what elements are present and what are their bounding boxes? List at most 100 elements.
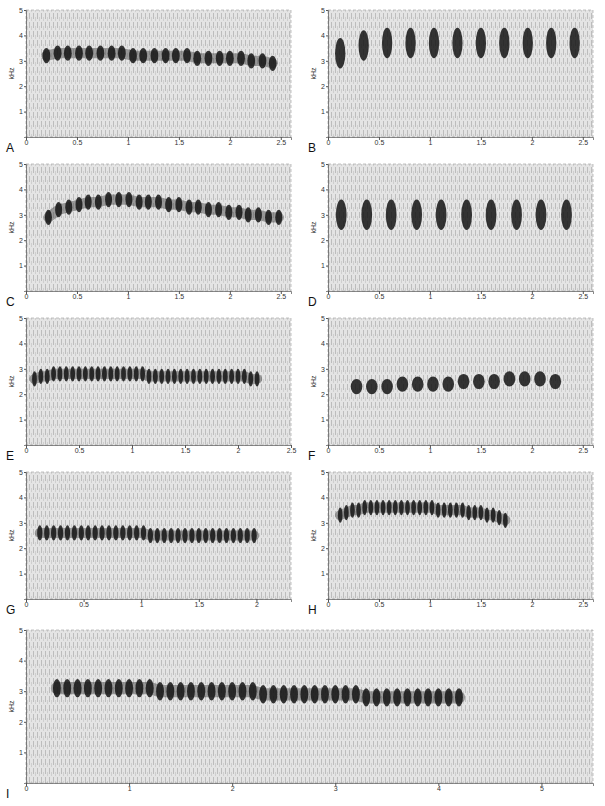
x-tick-label: 2.5 bbox=[276, 139, 286, 146]
y-tick-mark bbox=[24, 318, 26, 319]
pulse bbox=[77, 366, 82, 381]
pulse bbox=[102, 366, 107, 381]
pulse bbox=[125, 192, 132, 207]
y-tick-label: 4 bbox=[321, 494, 325, 501]
x-axis: 00.511.522.5 bbox=[327, 137, 594, 146]
pulse bbox=[229, 369, 234, 384]
x-axis-line bbox=[27, 600, 292, 603]
y-tick: 4 bbox=[19, 340, 26, 347]
y-tick-mark bbox=[24, 240, 26, 241]
plot-frame bbox=[26, 630, 593, 783]
y-tick: 4 bbox=[19, 186, 26, 193]
x-tick-label: 0 bbox=[327, 601, 331, 608]
pulse bbox=[442, 376, 454, 391]
pulse bbox=[175, 528, 180, 543]
pulse bbox=[108, 366, 113, 381]
pulse bbox=[134, 525, 139, 540]
x-tick: 0 bbox=[25, 783, 29, 792]
x-tick-label: 1.5 bbox=[477, 601, 487, 608]
y-axis-title: kHz bbox=[8, 221, 15, 234]
pulse bbox=[210, 528, 215, 543]
y-axis-line bbox=[326, 319, 329, 446]
pulse bbox=[445, 688, 453, 706]
pulse bbox=[95, 194, 102, 209]
x-tick: 0 bbox=[327, 137, 331, 146]
pulse bbox=[259, 685, 267, 703]
x-tick-label: 0.5 bbox=[375, 293, 385, 300]
x-tick-label: 1.5 bbox=[477, 447, 487, 454]
x-tick-label: 0.5 bbox=[375, 139, 385, 146]
pulse bbox=[430, 500, 435, 515]
pulse bbox=[387, 500, 392, 515]
y-tick-label: 2 bbox=[321, 391, 325, 398]
pulse bbox=[569, 28, 579, 58]
y-tick: 5 bbox=[19, 161, 26, 168]
pulse bbox=[121, 366, 126, 381]
pulse bbox=[290, 685, 298, 703]
y-tick-mark bbox=[24, 523, 26, 524]
y-tick-label: 3 bbox=[321, 58, 325, 65]
y-tick-mark bbox=[326, 318, 328, 319]
y-tick-label: 3 bbox=[321, 520, 325, 527]
pulse bbox=[166, 369, 171, 384]
y-tick-mark bbox=[24, 752, 26, 753]
pulse bbox=[270, 685, 278, 703]
pulse bbox=[338, 508, 343, 523]
x-tick-label: 0 bbox=[25, 293, 29, 300]
x-tick: 0.5 bbox=[73, 137, 83, 146]
pulse bbox=[162, 48, 170, 63]
panel: 00.511.522.512345kHzF bbox=[308, 315, 594, 463]
y-tick: 2 bbox=[321, 391, 328, 398]
pulse bbox=[113, 525, 118, 540]
y-tick: 3 bbox=[19, 520, 26, 527]
y-axis-line bbox=[24, 319, 27, 446]
x-tick: 0.5 bbox=[375, 445, 385, 454]
x-tick: 1.5 bbox=[477, 137, 487, 146]
panel: 00.511.522.512345kHzH bbox=[308, 469, 594, 617]
pulse bbox=[455, 688, 463, 706]
panel-letter: G bbox=[6, 603, 15, 617]
y-tick-mark bbox=[24, 369, 26, 370]
y-tick: 3 bbox=[19, 212, 26, 219]
y-tick-mark bbox=[326, 86, 328, 87]
y-tick-mark bbox=[326, 343, 328, 344]
x-tick: 1 bbox=[428, 291, 432, 300]
y-tick: 4 bbox=[19, 32, 26, 39]
pulse bbox=[461, 200, 472, 230]
pulse bbox=[225, 205, 232, 220]
pulse bbox=[83, 366, 88, 381]
pulse bbox=[210, 369, 215, 384]
y-tick: 5 bbox=[19, 315, 26, 322]
y-tick-mark bbox=[326, 240, 328, 241]
x-tick-label: 1 bbox=[126, 293, 130, 300]
pulse bbox=[458, 374, 470, 389]
y-axis: 12345 bbox=[321, 469, 328, 600]
y-axis-title: kHz bbox=[8, 529, 15, 542]
x-tick: 2 bbox=[530, 445, 534, 454]
pulse bbox=[405, 500, 410, 515]
pulse bbox=[63, 679, 71, 697]
plot-background bbox=[26, 630, 593, 783]
x-tick: 2 bbox=[228, 137, 232, 146]
x-tick-label: 5 bbox=[540, 785, 544, 792]
pulse bbox=[172, 48, 180, 63]
pulse bbox=[497, 510, 502, 525]
x-tick: 2 bbox=[231, 783, 235, 792]
pulse bbox=[335, 38, 345, 68]
y-tick: 5 bbox=[321, 469, 328, 476]
x-axis-line bbox=[27, 784, 594, 787]
pulse bbox=[162, 528, 167, 543]
pulse bbox=[187, 682, 195, 700]
marks bbox=[53, 679, 463, 707]
pulse bbox=[546, 28, 556, 58]
x-axis-line bbox=[329, 138, 594, 141]
pulse bbox=[120, 525, 125, 540]
x-tick-label: 2 bbox=[530, 447, 534, 454]
pulse bbox=[245, 207, 252, 222]
y-tick-mark bbox=[326, 548, 328, 549]
pulse bbox=[89, 366, 94, 381]
x-tick: 0 bbox=[327, 599, 331, 608]
y-tick-mark bbox=[24, 574, 26, 575]
x-tick-label: 2 bbox=[530, 601, 534, 608]
pulse bbox=[499, 28, 509, 58]
